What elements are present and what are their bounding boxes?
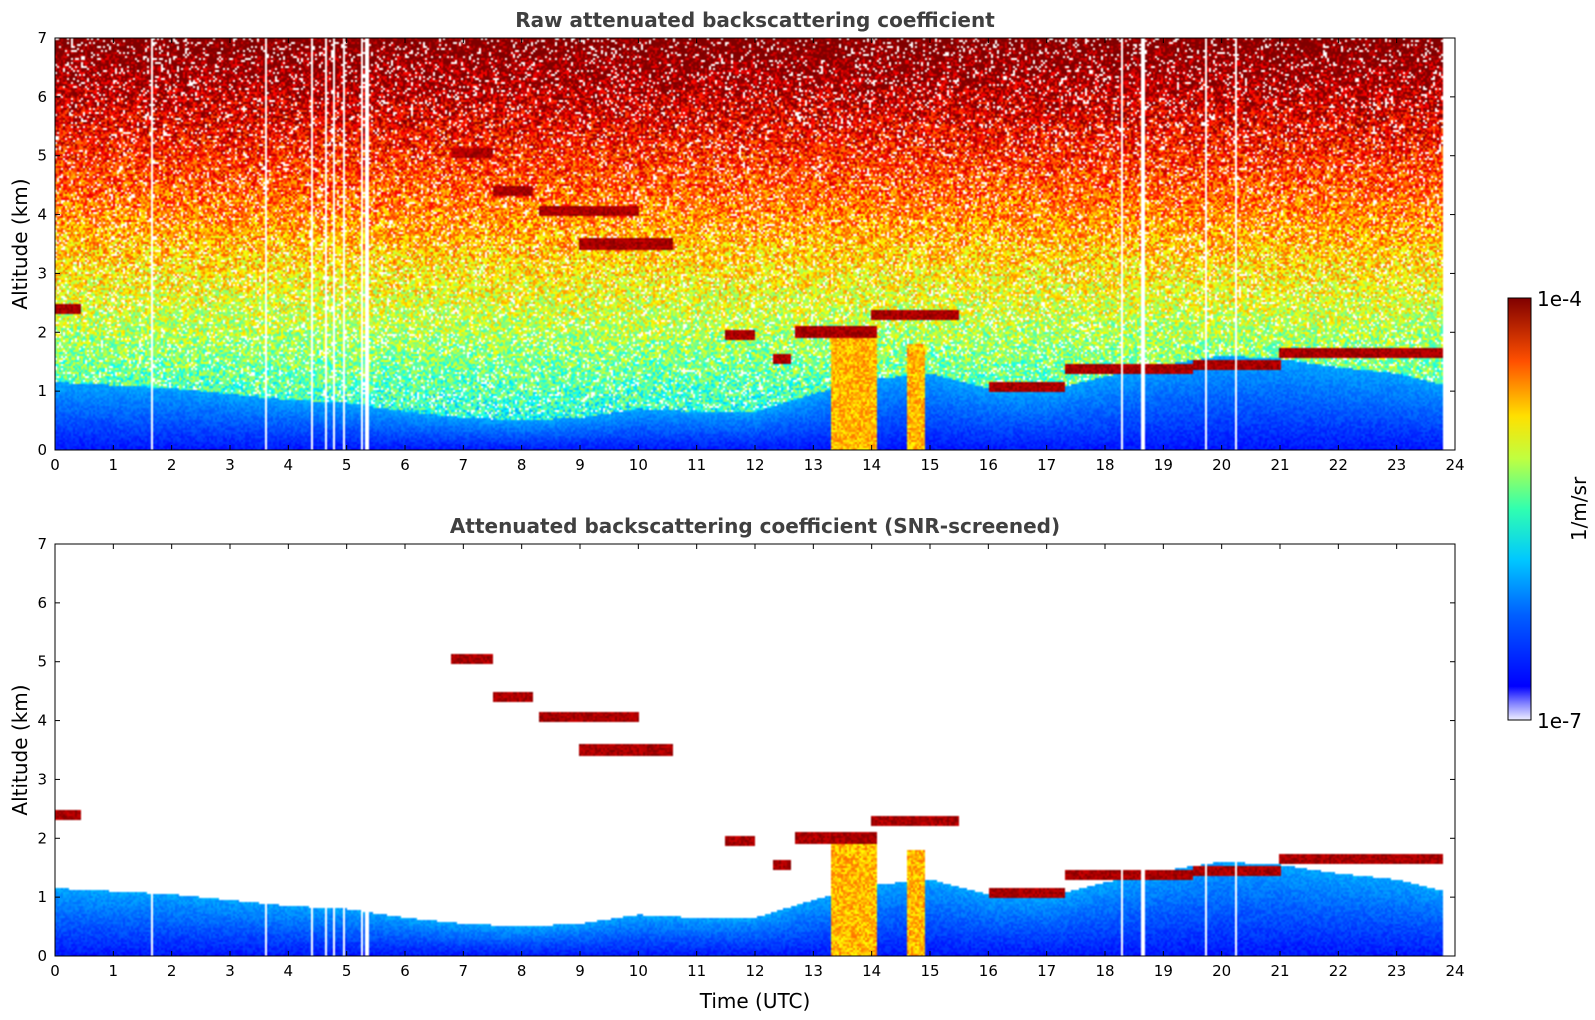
x-tick-label: 6	[400, 456, 410, 474]
y-tick-label: 3	[37, 770, 47, 788]
colorbar: 1e-4 1e-7 1/m/sr	[1507, 287, 1591, 733]
x-tick-label: 6	[400, 962, 410, 980]
x-tick-label: 24	[1445, 962, 1464, 980]
y-axis-label-screened: Altitude (km)	[8, 684, 32, 815]
x-tick-label: 10	[629, 456, 648, 474]
y-axis-label-raw: Altitude (km)	[8, 178, 32, 309]
x-tick-label: 11	[687, 962, 706, 980]
x-axis-raw: 0 1 2 3 4 5 6 7 8 9 10 11 12 13 14 15 16 17 18 19 20 21 22 23 24	[50, 38, 1465, 474]
x-tick-label: 11	[687, 456, 706, 474]
x-tick-label: 9	[575, 962, 585, 980]
heatmap-raw	[55, 38, 1455, 450]
x-tick-label: 16	[979, 962, 998, 980]
colorbar-gradient	[1507, 297, 1532, 721]
heatmap-screened	[55, 544, 1455, 956]
x-tick-label: 10	[629, 962, 648, 980]
x-tick-label: 7	[459, 962, 469, 980]
y-axis-screened: 0 1 2 3 4 5 6 7	[37, 535, 1455, 965]
x-tick-label: 1	[109, 962, 119, 980]
x-tick-label: 13	[804, 456, 823, 474]
x-tick-label: 0	[50, 456, 60, 474]
x-tick-label: 22	[1329, 456, 1348, 474]
x-tick-label: 4	[284, 456, 294, 474]
x-tick-label: 14	[862, 962, 881, 980]
x-tick-label: 19	[1154, 456, 1173, 474]
x-tick-label: 12	[745, 962, 764, 980]
x-tick-label: 9	[575, 456, 585, 474]
x-tick-label: 23	[1387, 962, 1406, 980]
y-tick-label: 6	[37, 594, 47, 612]
x-tick-label: 18	[1095, 456, 1114, 474]
x-tick-label: 15	[920, 962, 939, 980]
x-tick-label: 2	[167, 962, 177, 980]
y-tick-label: 7	[37, 535, 47, 553]
y-tick-label: 1	[37, 888, 47, 906]
y-tick-label: 5	[37, 653, 47, 671]
y-axis-raw: 0 1 2 3 4 5 6 7	[37, 29, 1455, 459]
x-axis-label: Time (UTC)	[699, 989, 811, 1013]
x-tick-label: 5	[342, 962, 352, 980]
x-tick-label: 24	[1445, 456, 1464, 474]
y-tick-label: 5	[37, 147, 47, 165]
x-axis-screened: 0 1 2 3 4 5 6 7 8 9 10 11 12 13 14 15 16 17 18 19 20 21 22 23 24	[50, 544, 1465, 980]
x-tick-label: 16	[979, 456, 998, 474]
y-tick-label: 4	[37, 712, 47, 730]
x-tick-label: 8	[517, 962, 527, 980]
colorbar-max-label: 1e-4	[1537, 287, 1582, 311]
chart-title-raw: Raw attenuated backscattering coefficien…	[515, 8, 995, 32]
x-tick-label: 14	[862, 456, 881, 474]
y-tick-label: 1	[37, 382, 47, 400]
plot-frame-raw	[54, 37, 1456, 451]
x-tick-label: 8	[517, 456, 527, 474]
panel-raw: Raw attenuated backscattering coefficien…	[8, 8, 1465, 474]
y-tick-label: 0	[37, 947, 47, 965]
x-tick-label: 7	[459, 456, 469, 474]
x-tick-label: 21	[1270, 962, 1289, 980]
x-tick-label: 0	[50, 962, 60, 980]
x-tick-label: 17	[1037, 962, 1056, 980]
x-tick-label: 3	[225, 962, 235, 980]
x-tick-label: 12	[745, 456, 764, 474]
x-tick-label: 20	[1212, 456, 1231, 474]
y-tick-label: 0	[37, 441, 47, 459]
x-tick-label: 17	[1037, 456, 1056, 474]
x-tick-label: 5	[342, 456, 352, 474]
y-tick-label: 7	[37, 29, 47, 47]
x-tick-label: 19	[1154, 962, 1173, 980]
chart-title-screened: Attenuated backscattering coefficient (S…	[450, 514, 1060, 538]
y-tick-label: 2	[37, 829, 47, 847]
x-tick-label: 20	[1212, 962, 1231, 980]
x-tick-label: 21	[1270, 456, 1289, 474]
x-tick-label: 13	[804, 962, 823, 980]
colorbar-unit-label: 1/m/sr	[1567, 476, 1591, 541]
x-tick-label: 22	[1329, 962, 1348, 980]
y-tick-label: 4	[37, 206, 47, 224]
y-tick-label: 6	[37, 88, 47, 106]
x-tick-label: 3	[225, 456, 235, 474]
x-tick-label: 15	[920, 456, 939, 474]
panel-screened: Attenuated backscattering coefficient (S…	[8, 514, 1465, 1013]
colorbar-min-label: 1e-7	[1537, 709, 1582, 733]
x-tick-label: 4	[284, 962, 294, 980]
x-tick-label: 1	[109, 456, 119, 474]
y-tick-label: 3	[37, 264, 47, 282]
x-tick-label: 23	[1387, 456, 1406, 474]
x-tick-label: 2	[167, 456, 177, 474]
plot-frame-screened	[54, 543, 1456, 957]
x-tick-label: 18	[1095, 962, 1114, 980]
y-tick-label: 2	[37, 323, 47, 341]
